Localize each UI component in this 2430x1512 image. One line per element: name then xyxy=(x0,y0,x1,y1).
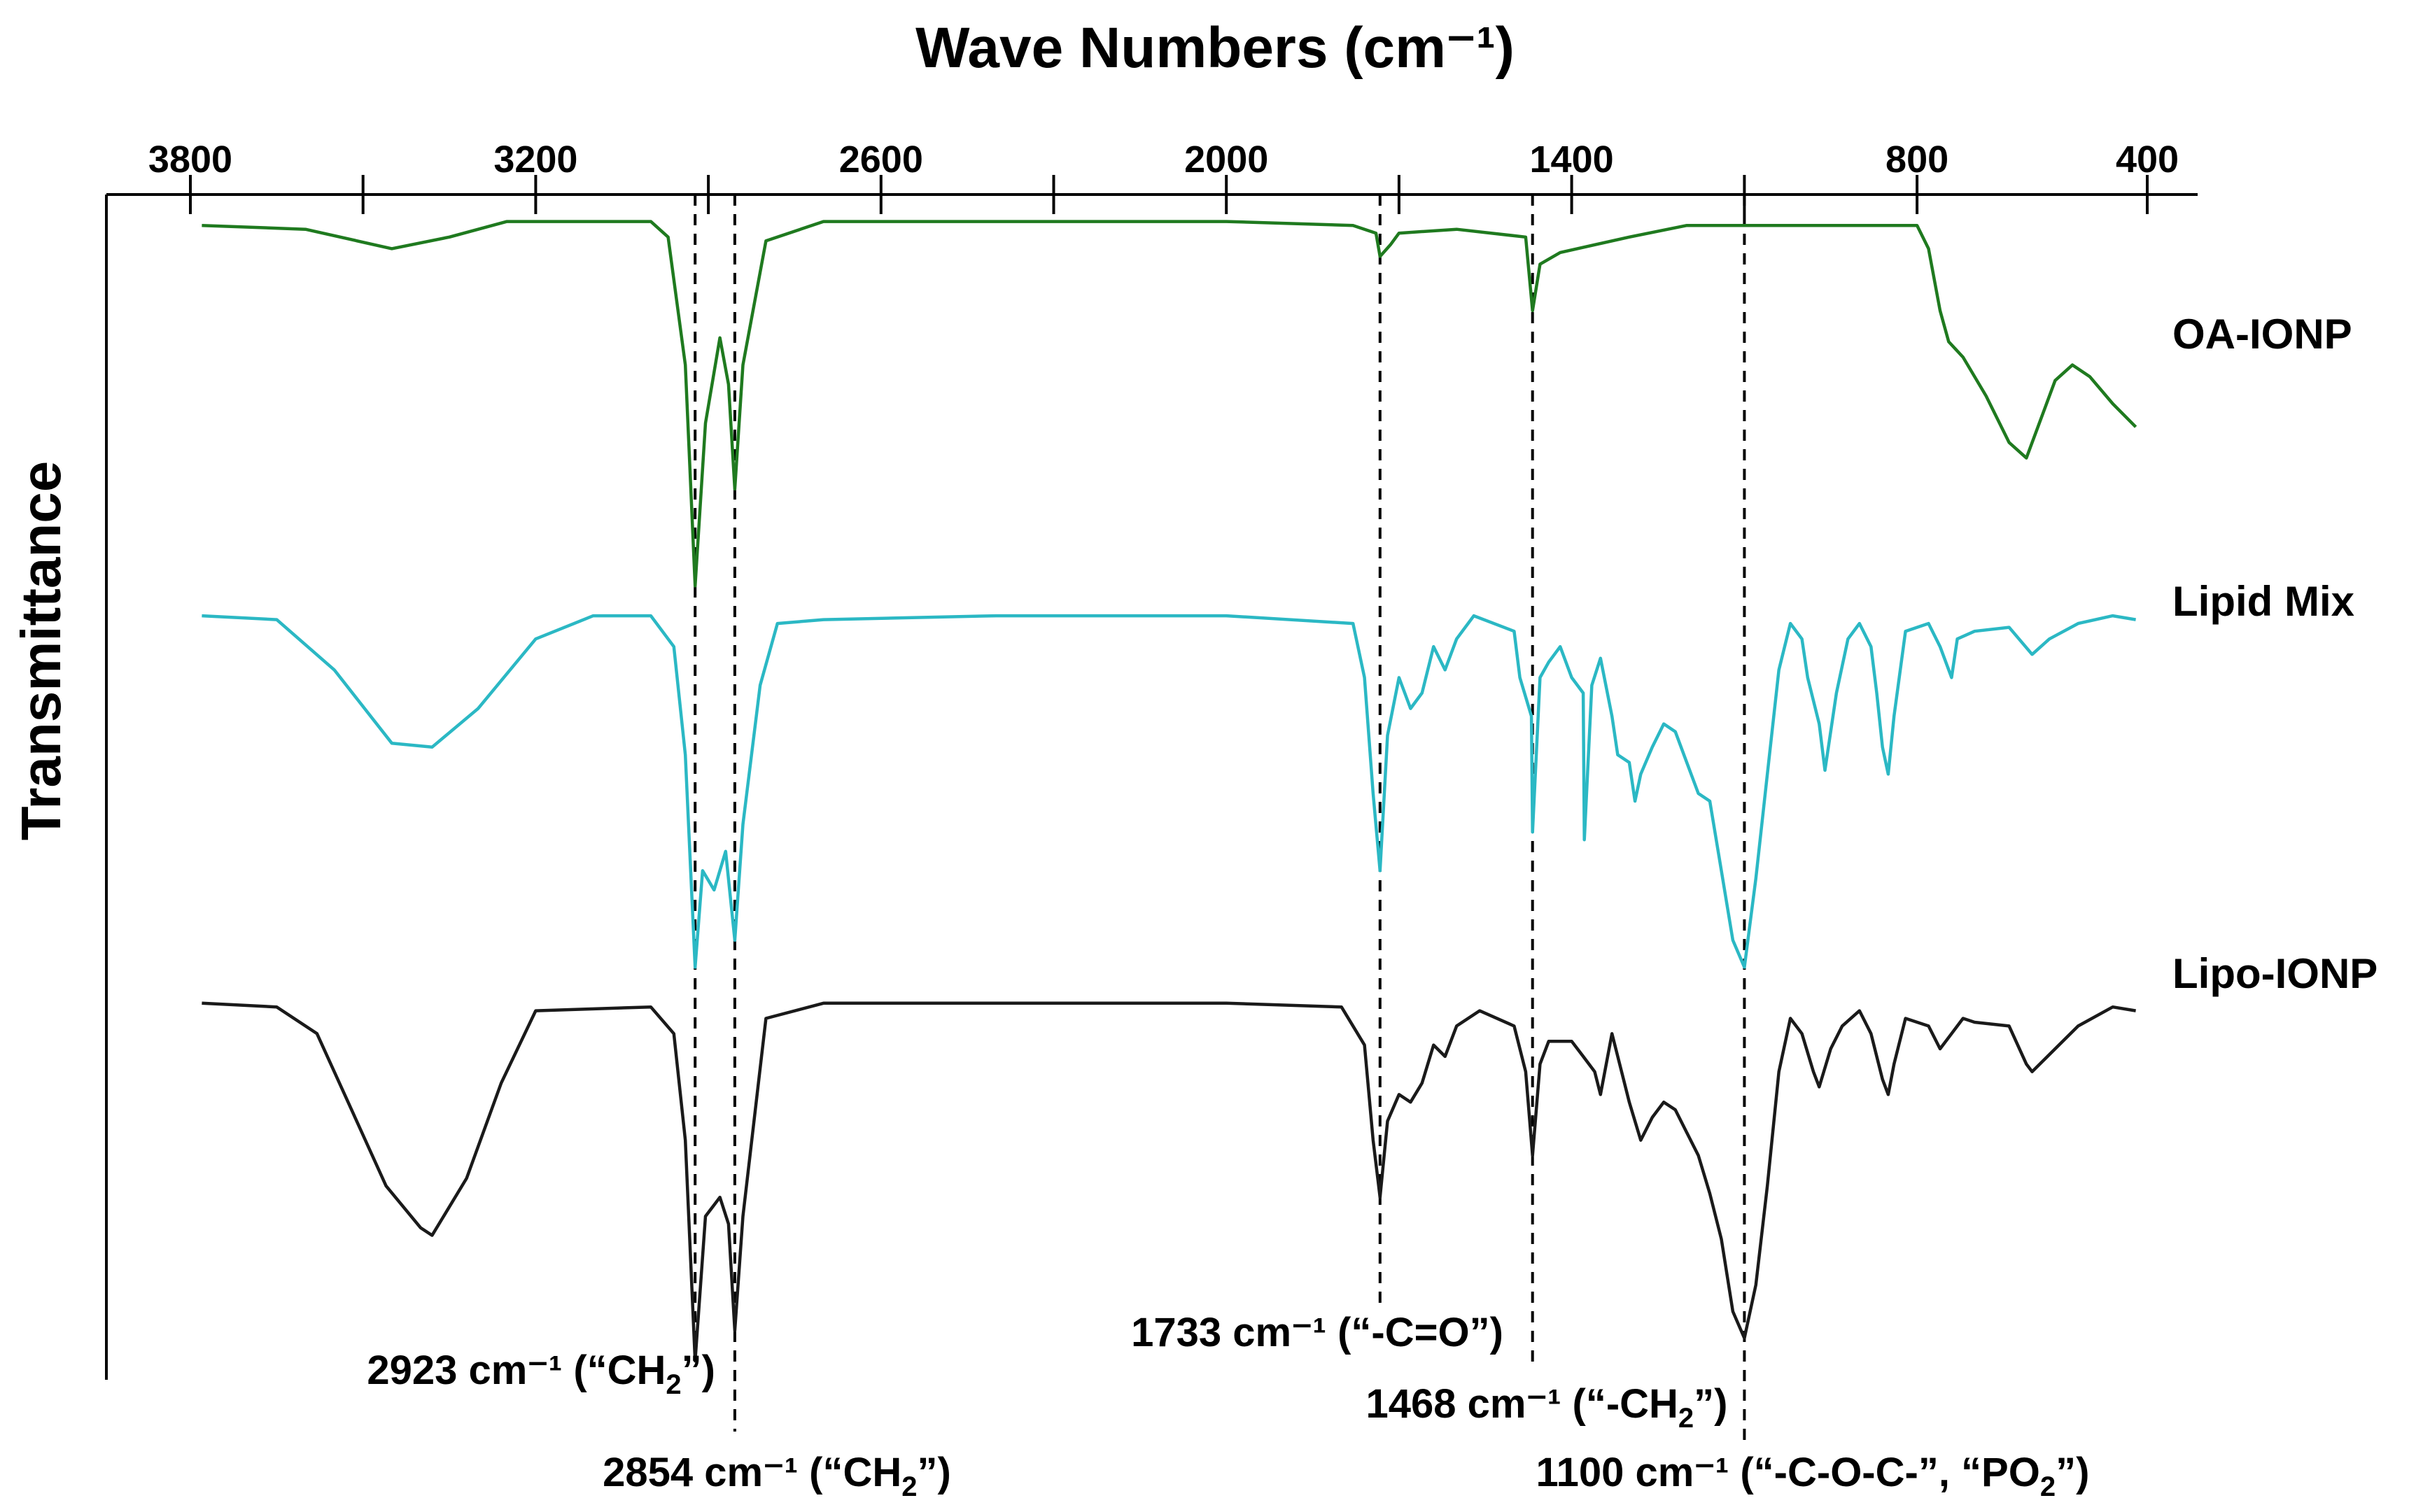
x-tick-label-3800: 3800 xyxy=(148,139,232,181)
peak-guide-lines xyxy=(694,195,1746,1440)
annotation-1468: 1468 cm⁻¹ (“-CH2”) xyxy=(1366,1381,1728,1434)
series-label-lipo-ionp: Lipo-IONP xyxy=(2172,950,2378,997)
x-axis-tick-labels: 3800 3200 2600 2000 1400 800 400 xyxy=(148,139,2179,181)
series-line-oa-ionp xyxy=(202,220,2137,588)
series-line-lipo-ionp xyxy=(202,1001,2136,1363)
y-axis-title: Transmittance xyxy=(10,461,72,840)
x-tick-label-2000: 2000 xyxy=(1184,139,1268,181)
chart-title: Wave Numbers (cm⁻¹) xyxy=(915,16,1515,80)
annotations: 2923 cm⁻¹ (“CH2”) 2854 cm⁻¹ (“CH2”) 1733… xyxy=(367,1310,2089,1502)
series-label-oa-ionp: OA-IONP xyxy=(2172,311,2352,358)
series-label-lipid-mix: Lipid Mix xyxy=(2172,578,2354,625)
annotation-2854: 2854 cm⁻¹ (“CH2”) xyxy=(603,1450,951,1502)
x-tick-label-3200: 3200 xyxy=(493,139,577,181)
x-tick-label-400: 400 xyxy=(2116,139,2179,181)
series-line-lipid-mix xyxy=(202,614,2136,969)
spectra xyxy=(202,220,2137,1363)
series-labels: OA-IONP Lipid Mix Lipo-IONP xyxy=(2172,311,2378,997)
annotation-2923: 2923 cm⁻¹ (“CH2”) xyxy=(367,1348,715,1400)
x-tick-label-1400: 1400 xyxy=(1530,139,1614,181)
annotation-1100: 1100 cm⁻¹ (“-C-O-C-”, “PO2”) xyxy=(1536,1450,2090,1502)
annotation-1733: 1733 cm⁻¹ (“-C=O”) xyxy=(1131,1310,1503,1355)
x-tick-label-800: 800 xyxy=(1885,139,1948,181)
x-tick-label-2600: 2600 xyxy=(839,139,923,181)
x-axis-ticks xyxy=(189,175,2149,214)
